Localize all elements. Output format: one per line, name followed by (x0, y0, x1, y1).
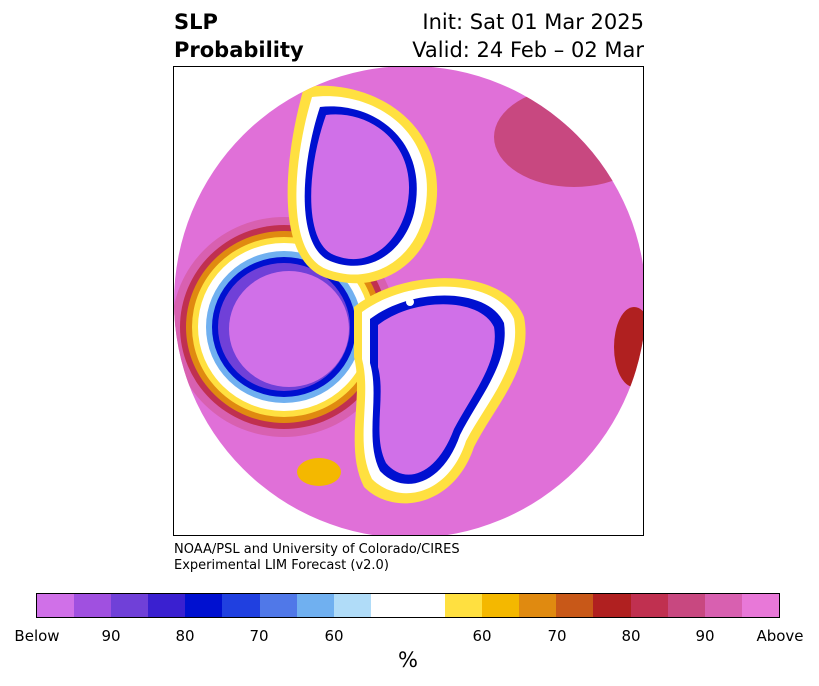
patch-above-east (614, 307, 643, 387)
credit-line-1: NOAA/PSL and University of Colorado/CIRE… (174, 542, 460, 557)
colorbar-segment (445, 594, 483, 617)
colorbar-segment (741, 594, 779, 617)
colorbar-segment (148, 594, 186, 617)
north-america-low (354, 278, 526, 504)
colorbar-tick-80-above: 80 (621, 627, 641, 645)
colorbar-segment (556, 594, 594, 617)
colorbar-tick-70-below: 70 (249, 627, 269, 645)
map-disc (174, 67, 643, 535)
colorbar-segment (482, 594, 520, 617)
valid-range: Valid: 24 Feb – 02 Mar (412, 38, 644, 62)
credit-line-2: Experimental LIM Forecast (v2.0) (174, 558, 389, 573)
init-date: Init: Sat 01 Mar 2025 (422, 10, 644, 34)
colorbar-segment (259, 594, 297, 617)
colorbar-tick-90-below: 90 (101, 627, 121, 645)
colorbar-segment (37, 594, 75, 617)
colorbar-segment (333, 594, 371, 617)
colorbar-tick-70-above: 70 (547, 627, 567, 645)
colorbar-segment (74, 594, 112, 617)
title-product: Probability (174, 38, 304, 62)
colorbar (36, 593, 780, 618)
colorbar-tick-80-below: 80 (175, 627, 195, 645)
colorbar-segment (296, 594, 334, 617)
colorbar-segment (593, 594, 631, 617)
title-left: SLP Probability (174, 8, 304, 64)
colorbar-segment (185, 594, 223, 617)
colorbar-segment (370, 594, 446, 617)
title-variable: SLP (174, 10, 218, 34)
colorbar-segment (519, 594, 557, 617)
colorbar-unit: % (398, 648, 418, 672)
colorbar-segment (222, 594, 260, 617)
colorbar-tick-below: Below (14, 627, 60, 645)
colorbar-tick-90-above: 90 (695, 627, 715, 645)
colorbar-tick-above: Above (756, 627, 804, 645)
patch-orange-sw (297, 458, 341, 486)
colorbar-tick-60-below: 60 (324, 627, 344, 645)
credit-text: NOAA/PSL and University of Colorado/CIRE… (174, 542, 460, 574)
arctic-low (287, 85, 438, 284)
colorbar-tick-60-above: 60 (472, 627, 492, 645)
colorbar-segment (667, 594, 705, 617)
colorbar-segment (704, 594, 742, 617)
map-frame (173, 66, 644, 536)
north-pole-marker (406, 298, 414, 306)
colorbar-segment (111, 594, 149, 617)
title-right: Init: Sat 01 Mar 2025 Valid: 24 Feb – 02… (412, 8, 644, 64)
probability-map (174, 67, 643, 535)
colorbar-segment (630, 594, 668, 617)
